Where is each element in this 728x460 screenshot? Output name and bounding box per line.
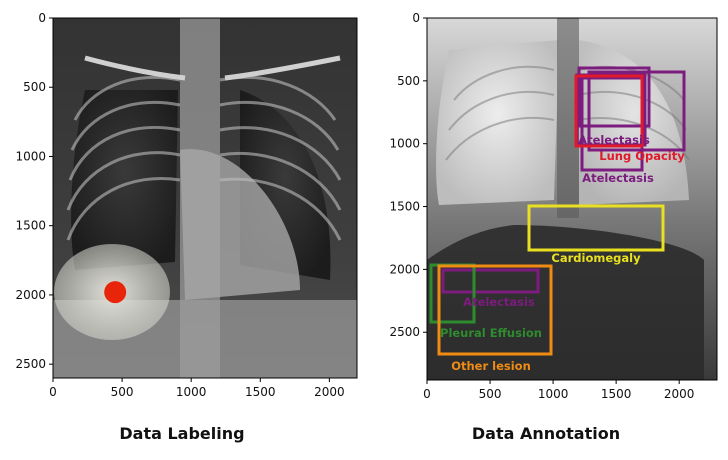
y-tick-label: 0 bbox=[412, 11, 420, 25]
y-tick-label: 1000 bbox=[15, 149, 46, 163]
y-tick-label: 0 bbox=[38, 11, 46, 25]
label-marker bbox=[104, 281, 127, 304]
chest-xray-image bbox=[53, 18, 357, 378]
x-tick-label: 500 bbox=[111, 385, 134, 399]
x-tick-label: 1500 bbox=[245, 385, 276, 399]
x-tick-label: 1000 bbox=[176, 385, 207, 399]
data-labeling-panel: 0 500 1000 1500 2000 2500 0 500 1000 1500 2000 Da… bbox=[15, 11, 358, 443]
annotation-x-axis: 0 500 1000 1500 2000 bbox=[423, 380, 694, 401]
annotation-xray-figure: Atelectasis Lung Opacity Atelectasis Cardio… bbox=[389, 11, 718, 401]
x-tick-label: 0 bbox=[49, 385, 57, 399]
labeling-plot-frame bbox=[52, 17, 358, 379]
y-tick-label: 500 bbox=[23, 80, 46, 94]
labeling-xray-figure: 0 500 1000 1500 2000 2500 0 500 1000 1500 2000 bbox=[15, 11, 358, 399]
y-tick-label: 500 bbox=[397, 74, 420, 88]
annotation-label: Other lesion bbox=[451, 359, 531, 373]
y-tick-label: 2500 bbox=[389, 325, 420, 339]
x-tick-label: 2000 bbox=[664, 387, 695, 401]
annotation-label: Cardiomegaly bbox=[551, 251, 641, 265]
labeling-caption: Data Labeling bbox=[119, 424, 245, 443]
annotation-caption: Data Annotation bbox=[471, 424, 621, 443]
data-annotation-panel: Atelectasis Lung Opacity Atelectasis Cardio… bbox=[364, 0, 728, 460]
annotation-label: Pleural Effusion bbox=[440, 326, 542, 340]
x-tick-label: 1000 bbox=[538, 387, 569, 401]
labeling-x-axis: 0 500 1000 1500 2000 bbox=[49, 378, 345, 399]
box-atelectasis-lower bbox=[441, 268, 540, 294]
x-tick-label: 2000 bbox=[314, 385, 345, 399]
y-tick-label: 1500 bbox=[389, 200, 420, 214]
annotation-label: Atelectasis bbox=[582, 171, 654, 185]
box-cardiomegaly bbox=[527, 204, 665, 252]
annotation-label: Atelectasis bbox=[463, 295, 535, 309]
box-atelectasis-1 bbox=[577, 66, 651, 128]
annotation-y-axis: 0 500 1000 1500 2000 2500 bbox=[389, 11, 427, 339]
y-tick-label: 1000 bbox=[389, 137, 420, 151]
y-tick-label: 2500 bbox=[15, 357, 46, 371]
x-tick-label: 0 bbox=[423, 387, 431, 401]
y-tick-label: 2000 bbox=[15, 288, 46, 302]
box-other-lesion bbox=[437, 264, 553, 356]
annotation-label: Atelectasis bbox=[578, 133, 650, 147]
annotation-label: Lung Opacity bbox=[599, 149, 685, 163]
y-tick-label: 2000 bbox=[389, 262, 420, 276]
annotation-boxes bbox=[429, 66, 686, 356]
x-tick-label: 1500 bbox=[601, 387, 632, 401]
annotation-plot-frame bbox=[426, 17, 718, 381]
box-lung-opacity bbox=[574, 74, 644, 148]
box-atelectasis-2 bbox=[587, 70, 686, 152]
x-tick-label: 500 bbox=[479, 387, 502, 401]
y-tick-label: 1500 bbox=[15, 219, 46, 233]
labeling-y-axis: 0 500 1000 1500 2000 2500 bbox=[15, 11, 53, 371]
annotation-labels: Atelectasis Lung Opacity Atelectasis Cardio… bbox=[440, 133, 685, 373]
